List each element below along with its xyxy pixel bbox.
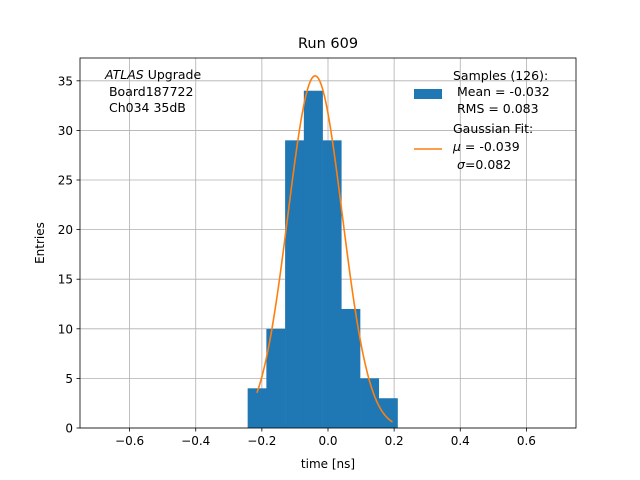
- atlas-label: ATLAS: [104, 67, 144, 82]
- annotation-line-2: Board187722: [105, 84, 193, 99]
- x-axis-ticks: −0.6 −0.4 −0.2 0.0 0.2 0.4 0.6: [115, 428, 536, 448]
- annotation-line-1: ATLAS Upgrade: [104, 67, 201, 82]
- histogram-bar: [322, 140, 342, 428]
- mu-value: = -0.039: [461, 139, 520, 154]
- atlas-annotation: ATLAS Upgrade Board187722 Ch034 35dB: [104, 67, 201, 115]
- x-tick-label: −0.2: [247, 434, 276, 448]
- x-tick-label: 0.0: [318, 434, 337, 448]
- legend-samples-swatch: [414, 89, 442, 99]
- y-axis-label: Entries: [33, 222, 47, 264]
- histogram-bar: [341, 308, 361, 428]
- y-tick-label: 35: [58, 74, 73, 88]
- legend-fit-line-1: Gaussian Fit:: [453, 121, 533, 136]
- y-tick-label: 25: [58, 174, 73, 188]
- y-axis-ticks: 0 5 10 15 20 25 30 35: [58, 74, 80, 436]
- histogram-bar: [285, 140, 305, 428]
- x-axis-label: time [ns]: [301, 457, 355, 471]
- legend-samples-line-1: Samples (126):: [453, 68, 548, 83]
- sigma-symbol: σ: [457, 157, 466, 172]
- sigma-value: =0.082: [465, 157, 511, 172]
- histogram-bar: [378, 398, 398, 428]
- y-tick-label: 30: [58, 124, 73, 138]
- legend: Samples (126): Mean = -0.032 RMS = 0.083…: [414, 68, 550, 172]
- x-tick-label: −0.6: [115, 434, 144, 448]
- y-tick-label: 20: [58, 223, 73, 237]
- legend-fit-line-2: μ = -0.039: [452, 139, 520, 154]
- chart-title: Run 609: [298, 36, 358, 52]
- gaussian-fit: [256, 75, 393, 423]
- x-tick-label: 0.2: [385, 434, 404, 448]
- annotation-line-3: Ch034 35dB: [105, 100, 186, 115]
- histogram-bar: [247, 388, 267, 428]
- upgrade-label: Upgrade: [144, 67, 202, 82]
- y-tick-label: 10: [58, 322, 73, 336]
- histogram-bar: [266, 328, 286, 428]
- legend-samples-line-3: RMS = 0.083: [453, 101, 539, 116]
- histogram-bars: [247, 90, 398, 428]
- x-tick-label: −0.4: [181, 434, 210, 448]
- y-tick-label: 15: [58, 273, 73, 287]
- y-tick-label: 5: [65, 372, 73, 386]
- y-tick-label: 0: [65, 422, 73, 436]
- fit-curve: [256, 75, 393, 423]
- legend-fit-line-3: σ=0.082: [457, 157, 511, 172]
- legend-samples-line-2: Mean = -0.032: [453, 84, 550, 99]
- histogram-bar: [360, 378, 380, 428]
- histogram-bar: [303, 90, 323, 428]
- mu-symbol: μ: [452, 139, 461, 154]
- x-tick-label: 0.4: [451, 434, 470, 448]
- x-tick-label: 0.6: [517, 434, 536, 448]
